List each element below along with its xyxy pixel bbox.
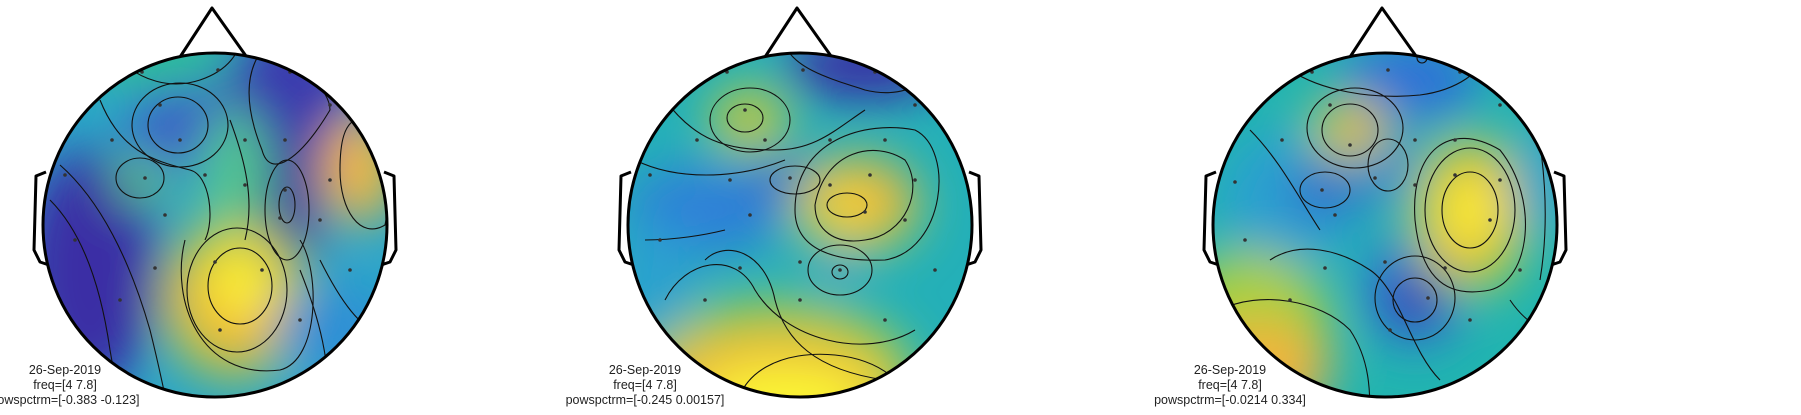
left-ear-outline [1202, 170, 1223, 268]
topoplot-freq: freq=[4 7.8] [33, 378, 97, 392]
topoplot-date: 26-Sep-2019 [1193, 363, 1267, 377]
nose-outline [178, 6, 248, 58]
topoplot-range: powspctrm=[-0.245 0.00157] [565, 393, 725, 407]
topoplot-1-svg [32, 6, 398, 399]
topoplot-3-info: 26-Sep-2019 freq=[4 7.8] powspctrm=[-0.0… [1135, 363, 1325, 408]
topoplot-date: 26-Sep-2019 [28, 363, 102, 377]
topoplot-1: 26-Sep-2019 freq=[4 7.8] powspctrm=[-0.3… [0, 0, 600, 415]
power-map [1213, 53, 1557, 397]
topoplot-date: 26-Sep-2019 [608, 363, 682, 377]
head-outline [41, 51, 389, 399]
topoplot-2: 26-Sep-2019 freq=[4 7.8] powspctrm=[-0.2… [566, 0, 1185, 415]
head-outline [626, 51, 974, 399]
topoplot-3: 26-Sep-2019 freq=[4 7.8] powspctrm=[-0.0… [1154, 0, 1770, 415]
topoplot-range: powspctrm=[-0.0214 0.334] [1154, 393, 1306, 407]
nose-outline [763, 6, 833, 58]
topoplot-freq: freq=[4 7.8] [1198, 378, 1262, 392]
right-ear-outline [1547, 170, 1568, 268]
power-map [628, 53, 972, 397]
nose-outline [1348, 6, 1418, 58]
topoplot-range: powspctrm=[-0.383 -0.123] [0, 393, 140, 407]
topoplot-3-svg [1202, 6, 1568, 399]
right-ear-outline [377, 170, 398, 268]
left-ear-outline [32, 170, 53, 268]
topoplot-freq: freq=[4 7.8] [613, 378, 677, 392]
power-map [43, 53, 387, 397]
topoplot-1-info: 26-Sep-2019 freq=[4 7.8] powspctrm=[-0.3… [0, 363, 160, 408]
topoplot-2-svg [617, 6, 983, 399]
left-ear-outline [617, 170, 638, 268]
right-ear-outline [962, 170, 983, 268]
head-outline [1211, 51, 1559, 399]
topoplot-2-info: 26-Sep-2019 freq=[4 7.8] powspctrm=[-0.2… [550, 363, 740, 408]
